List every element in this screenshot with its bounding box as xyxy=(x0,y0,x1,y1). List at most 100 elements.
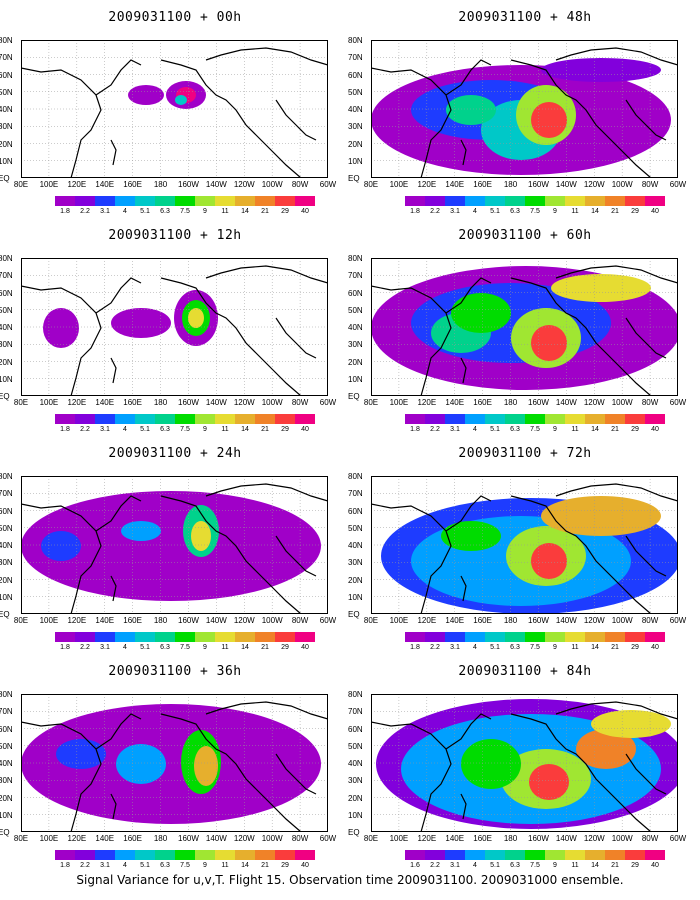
latitude-label: EQ xyxy=(0,828,10,837)
coastline xyxy=(160,495,302,614)
coastline xyxy=(21,285,102,396)
longitude-label: 100E xyxy=(39,398,59,407)
colorbar-label: 4 xyxy=(123,426,127,433)
longitude-label: 100W xyxy=(611,834,633,843)
latitude-label: 30N xyxy=(348,776,363,786)
variance-contour xyxy=(576,729,636,769)
colorbar-swatch xyxy=(565,632,585,642)
colorbar-label: 5.1 xyxy=(140,644,150,651)
colorbar xyxy=(405,632,665,642)
colorbar-swatch xyxy=(425,850,445,860)
latitude-label: EQ xyxy=(348,828,360,837)
latitude-label: EQ xyxy=(348,610,360,619)
colorbar-label: 2.2 xyxy=(80,208,90,215)
longitude-label: 60W xyxy=(669,616,687,625)
colorbar-swatch xyxy=(275,414,295,424)
panel-title: 2009031100 + 12h xyxy=(108,228,242,243)
colorbar-label: 11 xyxy=(571,644,579,651)
latitude-label: 60N xyxy=(348,724,363,734)
coastline xyxy=(371,285,452,396)
variance-contour xyxy=(41,531,81,561)
longitude-label: 140E xyxy=(95,834,115,843)
variance-contour xyxy=(128,85,164,105)
colorbar-label: 7.5 xyxy=(530,862,540,869)
latitude-label: 30N xyxy=(0,340,13,350)
longitude-label: 160E xyxy=(473,616,492,625)
latitude-label: EQ xyxy=(0,610,10,619)
variance-contour xyxy=(21,491,321,601)
map-panel: 2009031100 + 36h 80N 70N 60N 50N 40N 30N 20N 10N… xyxy=(0,654,350,874)
colorbar-swatch xyxy=(585,632,605,642)
coastline xyxy=(445,59,492,96)
colorbar xyxy=(55,632,315,642)
latitude-label: 10N xyxy=(348,374,363,384)
colorbar-label: 40 xyxy=(651,644,659,651)
colorbar-swatch xyxy=(155,414,175,424)
coastline xyxy=(625,317,667,359)
coastline xyxy=(625,535,667,577)
colorbar-label: 9 xyxy=(203,644,207,651)
colorbar-label: 7.5 xyxy=(530,208,540,215)
latitude-label: 40N xyxy=(0,323,13,332)
colorbar-label: 2.2 xyxy=(80,644,90,651)
latitude-label: 30N xyxy=(348,340,363,350)
map-plot xyxy=(21,258,328,396)
longitude-label: 160W xyxy=(178,834,199,843)
colorbar-label: 4 xyxy=(123,208,127,215)
longitude-label: 180 xyxy=(153,180,168,189)
coastline xyxy=(625,99,667,141)
colorbar-label: 2.2 xyxy=(430,644,440,651)
longitude-label: 180 xyxy=(153,398,168,407)
variance-contour xyxy=(188,308,204,328)
colorbar-swatch xyxy=(505,850,525,860)
colorbar-label: 40 xyxy=(301,426,309,433)
colorbar-swatch xyxy=(645,850,665,860)
colorbar-swatch xyxy=(215,850,235,860)
coastline xyxy=(21,503,102,614)
colorbar-swatch xyxy=(505,414,525,424)
latitude-label: EQ xyxy=(348,174,360,183)
colorbar-swatch xyxy=(235,632,255,642)
latitude-label: 80N xyxy=(0,254,13,263)
latitude-label: 70N xyxy=(348,489,363,499)
map-frame xyxy=(21,476,328,614)
colorbar-swatch xyxy=(505,196,525,206)
longitude-label: 140W xyxy=(205,834,227,843)
longitude-label: 120W xyxy=(583,834,605,843)
colorbar-label: 9 xyxy=(203,426,207,433)
colorbar-swatch xyxy=(485,414,505,424)
colorbar-swatch xyxy=(75,632,95,642)
coastline xyxy=(160,713,302,832)
latitude-label: 50N xyxy=(0,523,13,533)
colorbar-swatch xyxy=(545,850,565,860)
longitude-label: 160W xyxy=(528,616,549,625)
colorbar-swatch xyxy=(175,196,195,206)
coastline xyxy=(625,753,667,795)
longitude-label: 140W xyxy=(205,398,227,407)
longitude-label: 60W xyxy=(319,616,337,625)
colorbar-label: 21 xyxy=(261,862,269,869)
latitude-label: 50N xyxy=(0,305,13,315)
latitude-label: 60N xyxy=(0,506,13,516)
colorbar-swatch xyxy=(95,850,115,860)
latitude-label: 80N xyxy=(0,472,13,481)
panel-title: 2009031100 + 24h xyxy=(108,446,242,461)
variance-contour xyxy=(43,308,79,348)
variance-contour xyxy=(191,521,211,551)
colorbar-swatch xyxy=(75,850,95,860)
colorbar-label: 14 xyxy=(241,862,249,869)
coastline xyxy=(555,483,678,502)
latitude-label: 80N xyxy=(348,690,363,699)
colorbar-label: 1.8 xyxy=(60,208,70,215)
coastline xyxy=(510,713,652,832)
longitude-label: 140E xyxy=(95,398,115,407)
colorbar-label: 1.8 xyxy=(410,644,420,651)
colorbar-swatch xyxy=(425,196,445,206)
coastline xyxy=(510,495,652,614)
colorbar-swatch xyxy=(55,632,75,642)
longitude-label: 180 xyxy=(153,834,168,843)
latitude-label: 20N xyxy=(348,793,363,803)
colorbar-label: 7.5 xyxy=(530,426,540,433)
colorbar-swatch xyxy=(235,414,255,424)
colorbar-label: 29 xyxy=(281,426,289,433)
